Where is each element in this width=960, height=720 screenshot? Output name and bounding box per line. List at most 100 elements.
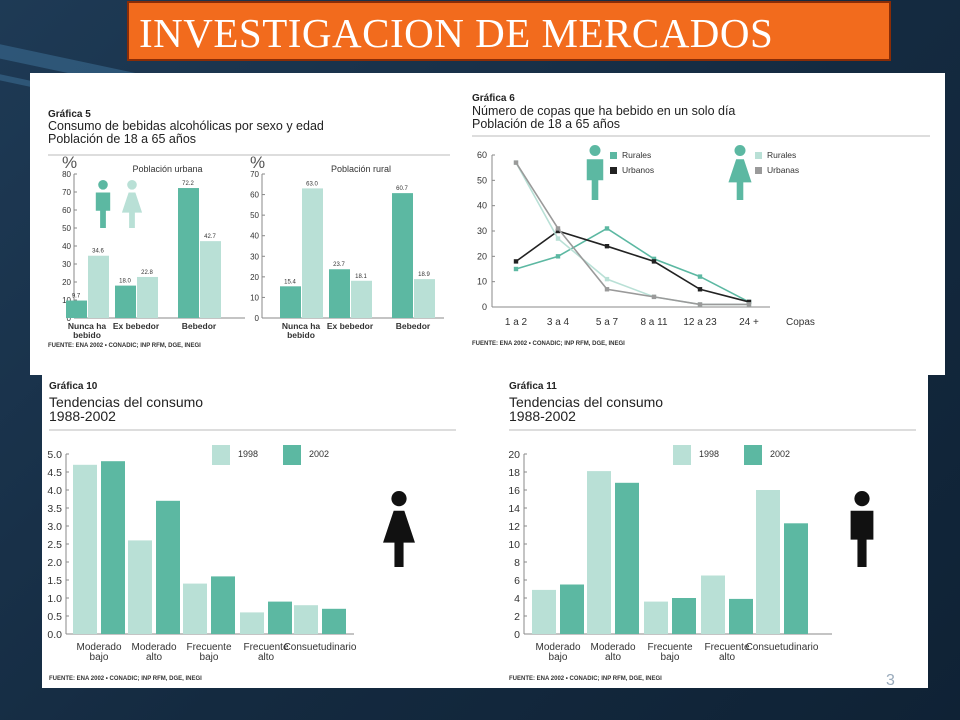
y-tick-label: 5.0 [47, 449, 62, 461]
x-tick-label: bajo [661, 652, 680, 663]
x-tick-label: Nunca ha [282, 321, 321, 331]
x-tick-label: Moderado [590, 642, 635, 653]
chart-title-line: Tendencias del consumo [509, 394, 663, 410]
series-point [651, 259, 657, 264]
x-tick-label: 8 a 11 [640, 317, 667, 328]
bar [156, 500, 180, 634]
male-figure-icon [586, 145, 604, 200]
bar [268, 601, 292, 634]
y-tick-label: 20 [508, 449, 520, 461]
y-tick-label: 8 [514, 557, 520, 569]
female-figure-icon [121, 180, 143, 228]
bar [211, 576, 235, 634]
bar [137, 276, 158, 318]
bar [73, 464, 97, 634]
y-tick-label: 70 [62, 188, 71, 197]
y-tick-label: 40 [62, 242, 71, 251]
x-tick-label: Moderado [76, 642, 121, 653]
chart-heading: Gráfica 11 [509, 381, 557, 392]
chart-title-line: Consumo de bebidas alcohólicas por sexo … [48, 119, 324, 133]
bar [351, 280, 372, 318]
legend-swatch [744, 445, 762, 465]
y-tick-label: 20 [250, 273, 259, 282]
panel-subtitle: Población urbana [132, 164, 202, 174]
y-tick-label: 40 [250, 232, 259, 241]
slide-title-box: INVESTIGACION DE MERCADOS [127, 1, 891, 61]
y-tick-label: 60 [477, 150, 487, 160]
bar-value-label: 18.0 [119, 279, 131, 285]
bar-value-label: 72.2 [182, 181, 194, 187]
x-tick-label: bajo [200, 652, 219, 663]
y-tick-label: 0 [255, 314, 260, 323]
chart-title-line: 1988-2002 [49, 408, 116, 424]
y-tick-label: 18 [508, 467, 520, 479]
legend-swatch [212, 445, 230, 465]
bar-value-label: 18.1 [355, 274, 367, 280]
x-tick-label: Frecuente [647, 642, 692, 653]
chart-source: FUENTE: ENA 2002 • CONADIC; INP RFM, DGE… [48, 343, 201, 349]
x-axis-label: Copas [786, 317, 815, 328]
chart-title-line: Tendencias del consumo [49, 394, 203, 410]
legend-label: 1998 [238, 449, 258, 459]
bar [644, 601, 668, 634]
series-point [555, 254, 561, 259]
y-tick-label: 60 [250, 191, 259, 200]
panel-background [460, 73, 945, 375]
x-tick-label: 3 a 4 [547, 317, 570, 328]
series-point [697, 302, 703, 307]
y-tick-label: 0 [482, 302, 487, 312]
x-tick-label: Frecuente [704, 642, 749, 653]
bar [128, 540, 152, 634]
x-tick-label: alto [605, 652, 622, 663]
series-line [515, 227, 750, 303]
legend-label: Rurales [622, 150, 651, 160]
y-tick-label: 70 [250, 170, 259, 179]
bar [322, 608, 346, 634]
x-tick-label: Moderado [535, 642, 580, 653]
x-tick-label: bebido [73, 330, 101, 340]
series-point [651, 294, 657, 300]
series-point [604, 226, 610, 231]
x-tick-label: bajo [90, 652, 109, 663]
y-tick-label: 12 [508, 521, 520, 533]
y-tick-label: 2.0 [47, 557, 62, 569]
bar [240, 612, 264, 634]
y-tick-label: 2 [514, 611, 520, 623]
series-point [604, 287, 610, 292]
legend-label: 2002 [309, 449, 329, 459]
bar [115, 285, 136, 318]
legend-swatch [610, 167, 617, 174]
x-tick-label: Frecuente [243, 642, 288, 653]
chart-heading: Gráfica 10 [49, 381, 98, 392]
y-tick-label: 80 [62, 170, 71, 179]
y-tick-label: 10 [508, 539, 520, 551]
legend-label: Rurales [767, 150, 796, 160]
legend-label: Urbanos [622, 165, 654, 175]
chart-title-line: Población de 18 a 65 años [48, 132, 196, 146]
x-tick-label: alto [258, 652, 275, 663]
series-point [604, 244, 610, 249]
x-tick-label: Consuetudinario [284, 642, 357, 653]
page-number: 3 [886, 672, 895, 689]
legend-swatch [755, 152, 762, 159]
y-tick-label: 2.5 [47, 539, 62, 551]
chart-heading: Gráfica 5 [48, 109, 91, 120]
bar-value-label: 15.4 [284, 279, 296, 285]
male-figure-icon [95, 180, 111, 228]
bar [729, 598, 753, 634]
bar [101, 461, 125, 634]
bar-value-label: 9.7 [72, 294, 81, 300]
bar [88, 255, 109, 318]
x-tick-label: Consuetudinario [746, 642, 819, 653]
bar [178, 188, 199, 318]
chart-panel-g5: Gráfica 5 Consumo de bebidas alcohólicas … [30, 73, 460, 375]
y-tick-label: 50 [477, 175, 487, 185]
legend-label: Urbanas [767, 165, 799, 175]
y-tick-label: 50 [250, 211, 259, 220]
series-point [555, 236, 561, 241]
y-tick-label: 0.0 [47, 629, 62, 641]
bar-value-label: 18.9 [418, 272, 430, 278]
bar [532, 589, 556, 634]
bar-value-label: 22.8 [141, 270, 153, 276]
